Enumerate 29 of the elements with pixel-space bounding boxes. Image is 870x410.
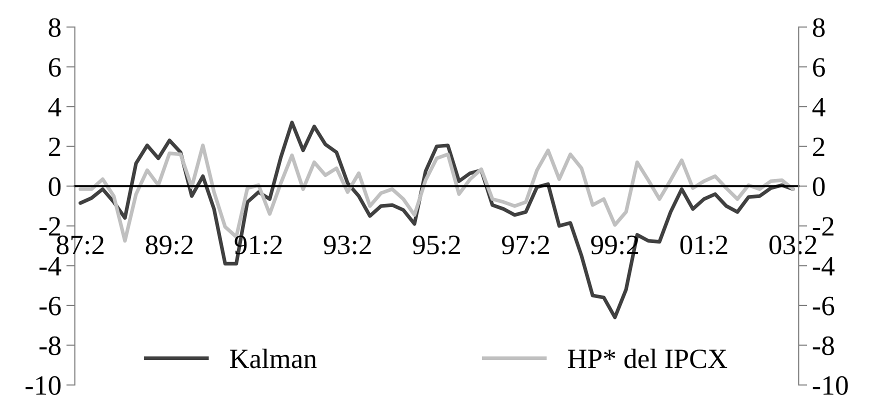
- x-tick-label: 89:2: [146, 236, 193, 254]
- legend-label: HP* del IPCX: [568, 348, 728, 368]
- y2-tick-label: 6: [813, 58, 825, 77]
- x-tick-label: 95:2: [412, 236, 460, 254]
- y-tick-label: -2: [40, 217, 60, 236]
- y2-tick-label: -2: [812, 217, 834, 236]
- y2-tick-label: -6: [812, 296, 834, 316]
- x-tick-label: 93:2: [324, 236, 371, 254]
- y-tick-label: -10: [26, 376, 61, 395]
- x-tick-label: 01:2: [680, 236, 728, 254]
- y-tick-label: 2: [48, 138, 60, 156]
- y2-tick-label: 4: [812, 98, 826, 116]
- x-tick-label: 87:2: [56, 236, 104, 254]
- y-tick-label: 6: [48, 58, 61, 77]
- y2-tick-label: -8: [812, 336, 834, 356]
- y2-tick-label: -10: [812, 376, 848, 395]
- x-tick-label: 97:2: [502, 236, 549, 254]
- y2-tick-label: -4: [812, 257, 835, 276]
- y-tick-label: -4: [40, 257, 62, 276]
- y-tick-label: 4: [48, 98, 62, 116]
- y-tick-label: -6: [40, 296, 61, 316]
- y-tick-label: 0: [48, 177, 61, 196]
- y-tick-label: -8: [40, 336, 61, 356]
- y2-tick-label: 8: [812, 18, 825, 37]
- y-tick-label: 8: [48, 18, 61, 37]
- legend-label: Kalman: [230, 348, 317, 368]
- y2-tick-label: 2: [813, 138, 824, 156]
- y2-tick-label: 0: [812, 177, 825, 196]
- x-tick-label: 03:2: [769, 236, 816, 254]
